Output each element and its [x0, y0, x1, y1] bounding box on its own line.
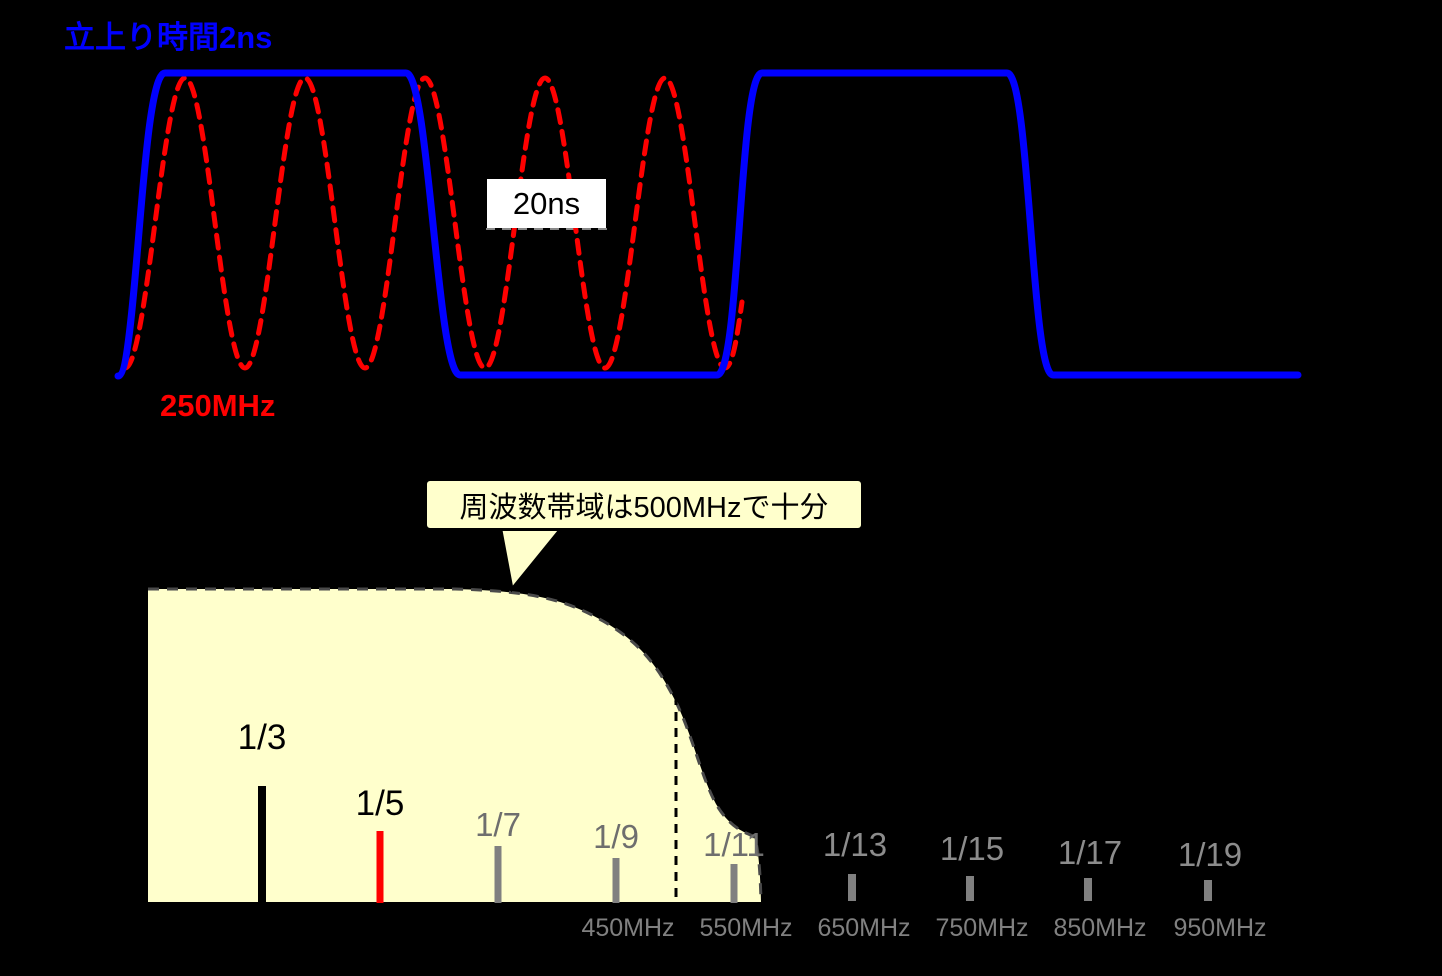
- axis-label-950mhz: 950MHz: [1173, 914, 1267, 942]
- harmonic-bar-1-11: [730, 864, 738, 903]
- harmonic-label-1-17: 1/17: [1057, 834, 1123, 871]
- callout-pointer: [498, 523, 568, 593]
- bandwidth-callout-text: 周波数帯域は500MHzで十分: [459, 491, 829, 524]
- spectrum-envelope-outline: [148, 587, 763, 903]
- harmonic-label-1-7: 1/7: [475, 806, 521, 843]
- period-annotation: 20ns: [487, 179, 606, 228]
- harmonic-bar-1-7: [494, 846, 502, 903]
- bandwidth-callout: 周波数帯域は500MHzで十分: [424, 478, 864, 531]
- harmonic-label-1-5: 1/5: [355, 784, 405, 823]
- harmonic-label-1-15: 1/15: [939, 830, 1005, 867]
- harmonic-label-1-19: 1/19: [1177, 836, 1243, 873]
- rise-time-title: 立上り時間2ns: [64, 20, 273, 55]
- harmonic-bar-1-17: [1084, 878, 1092, 901]
- harmonic-label-1-13: 1/13: [822, 826, 888, 863]
- harmonic-bar-1-3: [258, 786, 266, 903]
- axis-label-650mhz: 650MHz: [817, 914, 911, 942]
- axis-label-850mhz: 850MHz: [1053, 914, 1147, 942]
- spectrum-envelope-fill: [148, 589, 761, 902]
- axis-label-550mhz: 550MHz: [699, 914, 793, 942]
- square-wave: [114, 69, 1302, 380]
- harmonic-bar-1-5: [376, 831, 384, 903]
- harmonic-bar-1-13: [848, 874, 856, 901]
- harmonic-bar-1-19: [1204, 880, 1212, 901]
- harmonic-bar-1-9: [612, 858, 620, 903]
- sine-frequency-label: 250MHz: [160, 388, 276, 423]
- sine-wave: [122, 75, 745, 371]
- axis-label-450mhz: 450MHz: [581, 914, 675, 942]
- axis-label-750mhz: 750MHz: [935, 914, 1029, 942]
- harmonic-label-1-3: 1/3: [237, 718, 287, 757]
- harmonic-label-1-9: 1/9: [593, 818, 639, 855]
- period-annotation-text: 20ns: [512, 185, 581, 221]
- harmonic-bar-1-15: [966, 876, 974, 901]
- harmonic-label-1-11: 1/11: [703, 826, 765, 863]
